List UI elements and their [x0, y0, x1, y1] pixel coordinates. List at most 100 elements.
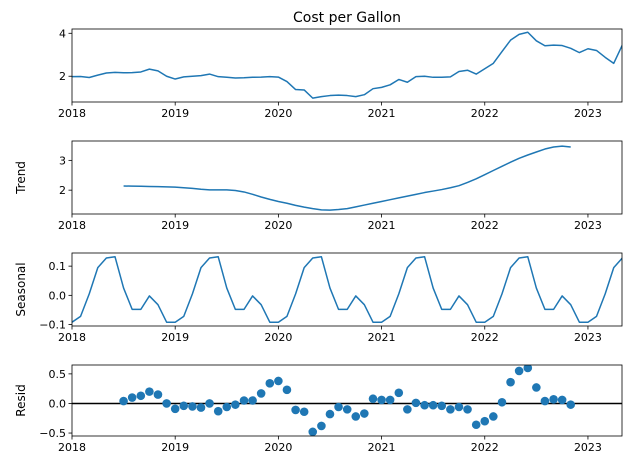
x-tick-label: 2018 — [58, 331, 86, 344]
data-point — [317, 421, 326, 431]
data-point — [248, 396, 257, 405]
chart-panel-2: Trend 2018 2019 2020 2021 2022 2023 2 3 — [14, 140, 623, 232]
data-point — [557, 395, 567, 405]
data-point — [385, 395, 395, 405]
data-point — [420, 400, 429, 410]
data-point — [334, 402, 343, 412]
chart-panel-4: Resid 2018 2019 2020 2021 2022 2023 −0.5 0.0 0.5 — [14, 364, 623, 454]
x-tick-label: 2019 — [161, 331, 189, 344]
y-tick-label: −0.1 — [39, 319, 66, 332]
x-tick-label: 2019 — [161, 107, 189, 120]
x-tick-label: 2022 — [471, 219, 499, 232]
plot-area — [72, 365, 622, 436]
data-point — [471, 420, 481, 430]
data-point — [127, 393, 137, 402]
y-tick-label: 3 — [59, 154, 66, 167]
x-tick-label: 2022 — [471, 331, 499, 344]
y-tick-label: 2 — [59, 70, 66, 83]
x-tick-label: 2019 — [161, 441, 189, 454]
data-point — [454, 402, 464, 412]
data-point — [480, 416, 490, 426]
x-tick-label: 2021 — [368, 331, 396, 344]
series-line — [72, 31, 622, 99]
data-point — [274, 376, 283, 386]
data-point — [377, 395, 386, 405]
x-tick-label: 2020 — [264, 331, 292, 344]
data-point — [170, 404, 180, 414]
data-point — [282, 385, 292, 395]
data-point — [256, 389, 266, 398]
x-tick-label: 2018 — [58, 107, 86, 120]
data-point — [506, 377, 515, 387]
plot-area — [72, 31, 622, 99]
y-tick-label: 0.0 — [49, 289, 67, 302]
y-tick-label: 2 — [59, 184, 66, 197]
data-point — [403, 405, 412, 414]
data-point — [437, 401, 447, 411]
data-point — [523, 365, 533, 373]
chart-panel-1: Cost per Gallon 2018 2019 2020 2021 2022 2023 2… — [58, 10, 623, 120]
data-point — [179, 401, 189, 411]
y-axis-label: Trend — [14, 161, 28, 195]
panel-frame — [71, 364, 623, 437]
data-point — [514, 366, 524, 376]
data-point — [153, 390, 163, 399]
data-point — [549, 395, 558, 404]
data-point — [463, 405, 472, 414]
data-point — [308, 427, 318, 436]
data-point — [351, 412, 361, 421]
x-tick-label: 2020 — [264, 441, 292, 454]
data-point — [162, 399, 171, 408]
x-tick-label: 2023 — [574, 107, 602, 120]
data-point — [446, 405, 455, 414]
x-tick-label: 2022 — [471, 107, 499, 120]
data-point — [222, 402, 232, 412]
data-point — [540, 396, 550, 406]
data-point — [265, 379, 275, 388]
plot-area — [123, 145, 571, 211]
x-tick-label: 2023 — [574, 331, 602, 344]
data-point — [532, 383, 541, 392]
data-point — [428, 400, 438, 410]
x-tick-label: 2023 — [574, 441, 602, 454]
y-tick-label: 4 — [59, 27, 66, 40]
data-point — [489, 412, 498, 421]
data-point — [205, 399, 214, 408]
data-point — [368, 394, 378, 404]
data-point — [291, 405, 300, 415]
data-point — [231, 400, 240, 409]
chart-title: Cost per Gallon — [293, 10, 401, 26]
data-point — [566, 400, 576, 409]
x-tick-label: 2023 — [574, 219, 602, 232]
y-tick-label: 0.1 — [49, 260, 67, 273]
y-axis-label: Resid — [14, 384, 28, 416]
y-tick-label: 0.0 — [49, 397, 67, 410]
y-tick-label: −0.5 — [39, 427, 66, 440]
data-point — [360, 409, 369, 418]
data-point — [342, 405, 352, 414]
data-point — [119, 396, 128, 406]
panel-frame — [71, 252, 623, 327]
panel-frame — [71, 28, 623, 103]
x-tick-label: 2018 — [58, 441, 86, 454]
x-tick-label: 2021 — [368, 441, 396, 454]
data-point — [299, 407, 309, 417]
data-point — [325, 409, 335, 419]
panel-frame — [71, 140, 623, 215]
data-point — [394, 388, 404, 398]
x-tick-label: 2019 — [161, 219, 189, 232]
x-tick-label: 2018 — [58, 219, 86, 232]
x-tick-label: 2021 — [368, 219, 396, 232]
data-point — [411, 398, 421, 408]
data-point — [136, 391, 146, 401]
data-point — [188, 402, 197, 411]
chart-panel-3: Seasonal 2018 2019 2020 2021 2022 2023 −0.1 0.0 0… — [14, 252, 623, 344]
x-tick-label: 2020 — [264, 107, 292, 120]
data-point — [497, 397, 507, 407]
series-line — [123, 145, 571, 211]
data-point — [213, 406, 223, 416]
data-point — [145, 387, 154, 396]
x-tick-label: 2021 — [368, 107, 396, 120]
y-axis-label: Seasonal — [14, 262, 28, 316]
series-line — [72, 256, 622, 323]
